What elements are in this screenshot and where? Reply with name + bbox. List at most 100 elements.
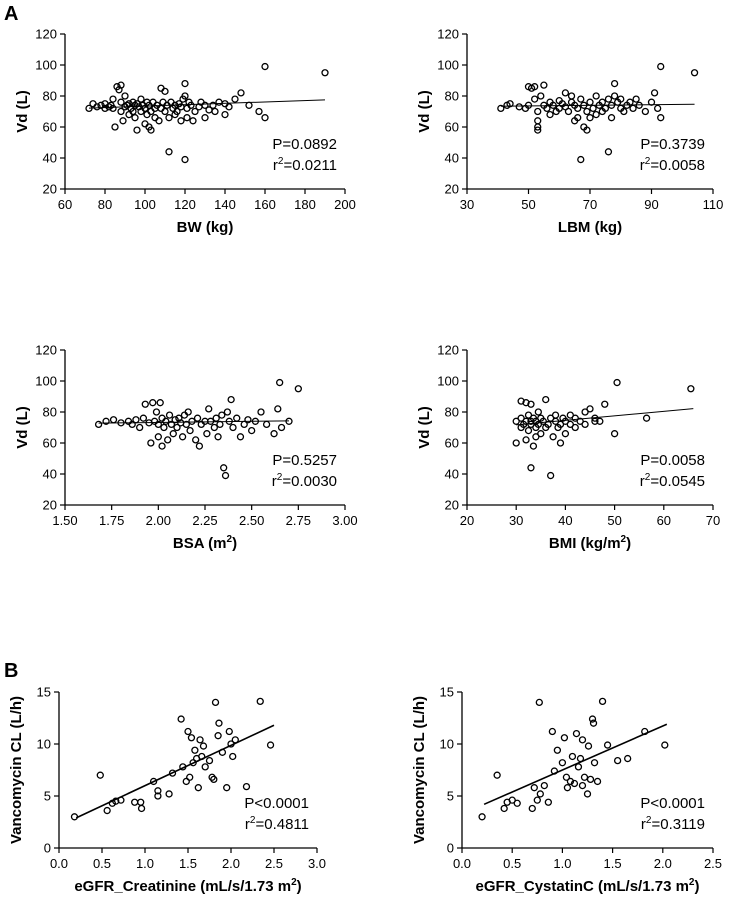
data-point [165,114,173,122]
data-point [156,399,164,407]
x-tick-label: 90 [644,197,658,212]
data-point [117,419,125,427]
data-point [211,107,219,116]
data-point [183,114,191,122]
data-point [205,756,214,765]
x-tick-label: 80 [98,197,112,212]
data-point [242,782,251,791]
data-point [544,420,552,429]
y-tick-label: 5 [44,789,51,804]
data-point [131,798,139,806]
data-point [641,107,649,116]
data-point [229,752,237,761]
data-point [187,101,195,109]
data-point [592,92,600,100]
data-point [517,397,525,405]
x-tick-label: 70 [583,197,597,212]
data-point [586,98,594,106]
x-tick-label: 0.5 [93,856,111,871]
data-point [211,698,220,707]
r-squared-annotation: r2=0.0211 [273,156,337,174]
data-point [562,773,571,781]
regression-line [98,420,290,424]
data-point [179,763,187,771]
y-tick-label: 15 [440,685,454,700]
data-point [152,408,161,416]
y-tick-label: 40 [445,151,459,166]
data-point [642,414,651,422]
x-tick-label: 0.5 [503,856,521,871]
data-point [160,423,168,432]
data-point [570,779,579,788]
data-point [556,439,565,447]
r-squared-annotation: r2=0.0058 [640,156,705,174]
scatter-plot-3: 20 40 60 80 100 120 1.50 1.75 2.00 2.25 2.50 2.75 3.… [14,343,358,553]
data-point [109,104,117,113]
y-tick-label: 80 [43,89,57,104]
data-point [527,400,535,408]
data-point [613,756,622,765]
data-point [225,417,233,425]
data-point [101,104,109,113]
x-tick-label: 160 [254,197,276,212]
y-tick-label: 100 [437,374,459,389]
data-point [617,95,625,103]
data-point [542,395,550,404]
x-tick-label: 0.0 [453,856,471,871]
data-point [647,98,656,106]
y-tick-label: 100 [437,58,459,73]
data-point [221,471,230,480]
data-point [189,117,197,125]
data-point [137,95,145,103]
data-point [256,697,264,706]
x-tick-label: 50 [521,197,535,212]
data-point [257,408,265,416]
scatter-plot-4: 20 40 60 80 100 120 20 30 40 50 60 70 BMI (kg/m2) Vd … [416,343,720,553]
data-point [154,433,162,441]
data-point [184,408,192,416]
data-point [240,420,248,429]
data-point [261,114,269,122]
data-point [592,110,600,119]
y-tick-label: 100 [35,374,57,389]
data-point [276,378,284,387]
data-point [624,754,632,763]
data-point [626,98,634,106]
regression-line [500,103,695,107]
data-point [535,698,543,707]
data-point [133,126,141,134]
data-point [690,69,699,77]
data-point [102,417,110,425]
data-point [94,420,103,429]
y-tick-label: 120 [437,27,459,42]
data-point [566,777,575,786]
data-point [493,771,501,779]
data-point [261,62,269,71]
data-point [214,433,222,441]
data-point [154,787,162,795]
x-tick-label: 1.5 [604,856,622,871]
y-tick-label: 120 [437,343,459,358]
r-squared-annotation: r2=0.0545 [640,472,705,490]
data-point [203,430,211,438]
data-point [550,767,559,775]
scatter-plot-1: 20 40 60 80 100 120 60 80 100 120 140 160 180 200 BW (… [14,27,356,237]
data-point [589,104,597,113]
data-point [604,148,613,156]
x-axis-title: BSA (m2) [173,534,237,552]
data-point [321,69,329,77]
panel-label-b: B [4,660,18,682]
data-point [574,104,582,113]
y-axis-title: Vancomycin CL (L/h) [411,696,428,844]
data-point [131,114,139,122]
data-point [184,727,192,736]
y-tick-label: 5 [447,789,454,804]
x-tick-label: 20 [460,513,474,528]
r-squared-annotation: r2=0.0030 [272,472,337,490]
data-point [543,104,551,113]
y-tick-label: 10 [37,737,51,752]
data-point [201,101,209,109]
y-tick-label: 20 [43,182,57,197]
data-point [266,741,275,749]
data-point [274,405,282,413]
